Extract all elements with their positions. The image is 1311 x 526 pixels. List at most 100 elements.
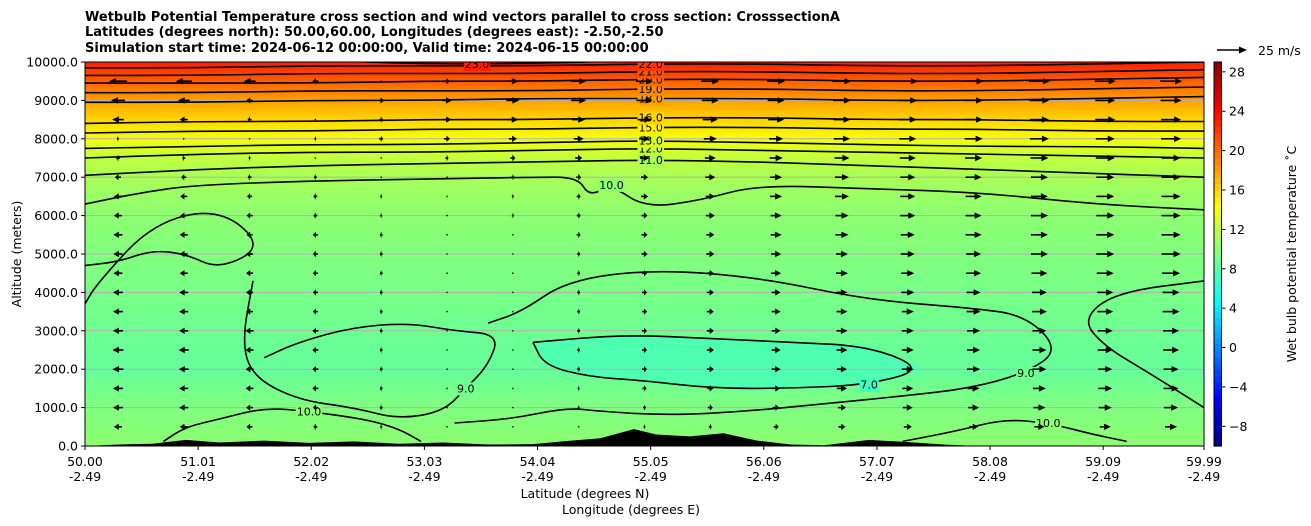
- x-tick-label-longitude: -2.49: [408, 469, 440, 484]
- wind-vector: [314, 135, 317, 142]
- wind-vector: [1096, 250, 1115, 258]
- colorbar-segment: [1214, 190, 1222, 197]
- colorbar-segment: [1214, 382, 1222, 389]
- colorbar-segment: [1214, 433, 1222, 441]
- wind-vector: [901, 346, 914, 354]
- wind-vector: [836, 346, 848, 354]
- wind-vector: [312, 231, 318, 238]
- wind-vector: [1094, 78, 1116, 85]
- wind-vector: [701, 97, 719, 104]
- wind-vector: [641, 231, 648, 238]
- contour-line-21: [85, 68, 1204, 77]
- wind-vector: [901, 366, 914, 373]
- wind-vector: [112, 289, 123, 296]
- wind-vector: [508, 135, 517, 142]
- contour-line-9: [454, 270, 1052, 424]
- wind-vector: [1160, 97, 1182, 104]
- wind-vector: [313, 193, 318, 200]
- wind-vector: [1164, 404, 1179, 411]
- wind-vector: [1163, 385, 1179, 392]
- wind-vector: [179, 423, 188, 430]
- wind-vector: [312, 308, 318, 315]
- wind-vector: [110, 97, 125, 104]
- colorbar-segment: [1214, 145, 1222, 153]
- wind-vector: [835, 231, 849, 238]
- wind-vector: [1032, 366, 1047, 373]
- wind-vector: [313, 212, 318, 219]
- wind-vector: [772, 385, 781, 392]
- wind-vector: [571, 78, 587, 85]
- wind-vector: [967, 366, 981, 373]
- wind-vector: [641, 193, 648, 200]
- wind-vector: [577, 346, 581, 354]
- contour-label-13: 13.0: [638, 135, 663, 148]
- wind-vector: [964, 116, 984, 123]
- colorbar-segment: [1214, 305, 1222, 313]
- contour-line-13: [85, 140, 1204, 150]
- wind-vector: [771, 289, 781, 296]
- wind-vector: [576, 212, 581, 219]
- wind-vector: [511, 174, 515, 181]
- wind-vector: [445, 154, 449, 162]
- wind-vector: [512, 272, 514, 275]
- colorbar-segment: [1214, 113, 1222, 121]
- wind-vector: [446, 214, 448, 217]
- wind-vector: [444, 78, 451, 85]
- wind-vector: [246, 404, 254, 411]
- contour-line-12: [85, 148, 1204, 159]
- contour-label-background: [1016, 367, 1036, 380]
- wind-vector: [246, 231, 253, 238]
- wind-vector: [833, 135, 850, 142]
- wind-vector: [113, 231, 123, 238]
- contour-label-background: [637, 111, 664, 125]
- wind-vector: [832, 78, 852, 85]
- colorbar-tick-label: 8: [1229, 261, 1237, 276]
- colorbar-segment: [1214, 202, 1222, 210]
- wind-vector: [507, 116, 519, 123]
- wind-vector: [769, 135, 784, 142]
- y-tick-label: 2000.0: [34, 362, 78, 377]
- wind-vector: [835, 212, 849, 219]
- terrain: [85, 429, 1204, 446]
- wind-vector: [510, 154, 516, 162]
- wind-vector: [900, 231, 915, 238]
- contour-label-23: 23.0: [465, 58, 490, 71]
- colorbar-tick-label: 28: [1229, 64, 1245, 79]
- wind-vector: [114, 174, 121, 181]
- colorbar-segment: [1214, 324, 1222, 332]
- x-tick-label-longitude: -2.49: [634, 469, 666, 484]
- wind-vector: [1095, 116, 1116, 123]
- wind-vector: [572, 116, 586, 123]
- wind-vector: [314, 118, 317, 121]
- wind-vector: [512, 253, 514, 255]
- wind-vector: [1160, 78, 1183, 85]
- colorbar-tick-label: 12: [1229, 222, 1245, 237]
- wind-vector: [639, 135, 650, 142]
- colorbar-segment: [1214, 119, 1222, 127]
- wind-vector: [446, 272, 448, 275]
- wind-vector: [1162, 289, 1180, 296]
- x-axis-label-longitude: Longitude (degrees E): [562, 502, 700, 517]
- colorbar-segment: [1214, 286, 1222, 293]
- wind-vector: [380, 423, 383, 430]
- colorbar-segment: [1214, 126, 1222, 133]
- wind-vector: [770, 212, 782, 219]
- wind-vector: [1098, 385, 1113, 392]
- x-tick-label-longitude: -2.49: [295, 469, 327, 484]
- wind-vector: [312, 270, 318, 277]
- wind-vector: [767, 78, 786, 85]
- wind-vector: [642, 366, 647, 373]
- wind-vector: [770, 174, 783, 181]
- wind-vector: [512, 406, 514, 409]
- wind-vector: [312, 385, 319, 392]
- wind-vector: [576, 174, 582, 181]
- contour-line-10: [85, 212, 254, 305]
- wind-vector: [180, 193, 188, 200]
- x-tick-label-longitude: -2.49: [974, 469, 1006, 484]
- contour-line-7: [532, 335, 912, 390]
- wind-vector: [577, 250, 581, 258]
- wind-vector: [967, 346, 981, 354]
- wind-vector: [707, 385, 714, 392]
- wind-vector: [512, 310, 514, 313]
- x-tick-label-longitude: -2.49: [69, 469, 101, 484]
